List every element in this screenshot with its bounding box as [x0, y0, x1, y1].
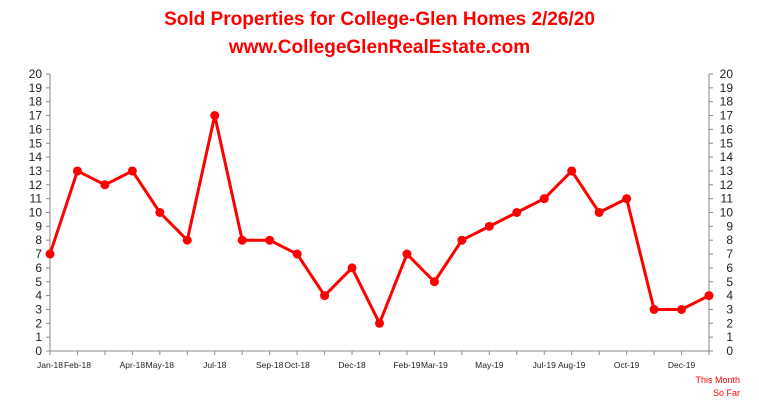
y-tick-label-left: 10 — [29, 206, 43, 220]
y-tick-label-left: 13 — [29, 164, 43, 178]
y-tick-label-right: 2 — [726, 316, 733, 330]
y-tick-label-right: 8 — [726, 233, 733, 247]
y-tick-label-left: 1 — [35, 330, 42, 344]
y-tick-label-right: 17 — [720, 109, 734, 123]
y-tick-label-left: 11 — [30, 192, 43, 206]
data-point — [237, 235, 247, 245]
y-tick-label-right: 16 — [720, 122, 734, 136]
data-point — [457, 235, 467, 245]
data-point — [100, 180, 110, 190]
y-tick-label-left: 16 — [29, 122, 43, 136]
y-tick-label-right: 18 — [720, 95, 734, 109]
data-point — [182, 235, 192, 245]
y-tick-label-left: 17 — [29, 109, 43, 123]
y-tick-label-left: 8 — [35, 233, 42, 247]
y-tick-label-right: 9 — [726, 219, 733, 233]
data-point — [375, 318, 384, 328]
y-tick-label-right: 7 — [726, 247, 733, 261]
data-point — [320, 291, 330, 301]
x-tick-label: Jul-19 — [533, 360, 556, 370]
series-line — [48, 114, 710, 325]
x-tick-label: Mar-19 — [421, 360, 448, 370]
data-point — [594, 208, 604, 217]
y-tick-label-left: 12 — [29, 178, 43, 192]
data-point — [155, 208, 165, 217]
y-tick-label-left: 18 — [29, 95, 43, 109]
x-tick-label: Dec-19 — [668, 360, 696, 370]
data-point — [622, 194, 632, 204]
y-tick-label-right: 5 — [726, 275, 733, 289]
x-tick-label: Jul-18 — [203, 360, 226, 370]
y-tick-label-right: 15 — [720, 136, 734, 150]
y-tick-label-right: 11 — [721, 192, 734, 206]
y-tick-label-right: 14 — [720, 150, 734, 164]
data-point — [539, 194, 549, 204]
chart-title: Sold Properties for College-Glen Homes 2… — [164, 9, 595, 30]
y-tick-label-left: 20 — [29, 67, 43, 81]
data-point — [649, 304, 659, 314]
data-point — [484, 221, 494, 231]
x-tick-label: Dec-18 — [338, 360, 366, 370]
y-tick-label-left: 4 — [35, 289, 42, 303]
chart-subtitle: www.CollegeGlenRealEstate.com — [228, 37, 531, 58]
y-tick-label-left: 7 — [35, 247, 42, 261]
y-tick-label-left: 14 — [29, 150, 43, 164]
data-point — [45, 249, 55, 259]
x-tick-label: Apr-18 — [120, 360, 146, 370]
data-point — [677, 304, 687, 314]
data-point — [127, 166, 137, 176]
y-tick-label-right: 20 — [720, 67, 734, 81]
this-month-note: This Month So Far — [660, 374, 740, 400]
x-tick-label: May-18 — [146, 360, 175, 370]
data-point — [402, 249, 412, 259]
data-point — [429, 277, 439, 287]
x-tick-label: May-19 — [475, 360, 504, 370]
y-tick-label-left: 3 — [35, 302, 42, 316]
x-tick-label: Feb-18 — [64, 360, 91, 370]
data-point — [512, 208, 522, 217]
y-tick-label-right: 19 — [720, 81, 734, 95]
data-point — [704, 291, 714, 301]
annotation-line-2: So Far — [712, 388, 740, 398]
y-tick-label-left: 6 — [35, 261, 42, 275]
y-tick-label-left: 9 — [35, 219, 42, 233]
y-tick-label-left: 2 — [35, 316, 42, 330]
y-tick-label-right: 13 — [720, 164, 734, 178]
data-point — [210, 111, 220, 121]
x-tick-label: Oct-18 — [284, 360, 310, 370]
y-tick-label-right: 6 — [726, 261, 733, 275]
y-tick-label-right: 10 — [720, 206, 734, 220]
y-tick-label-right: 1 — [726, 330, 733, 344]
data-point — [347, 263, 357, 273]
data-point — [292, 249, 302, 259]
data-point — [567, 166, 577, 176]
y-tick-label-left: 0 — [35, 344, 42, 358]
x-tick-label: Feb-19 — [393, 360, 420, 370]
y-tick-label-left: 5 — [35, 275, 42, 289]
x-tick-label: Jan-18 — [37, 360, 63, 370]
x-tick-label: Sep-18 — [256, 360, 284, 370]
data-point — [72, 166, 82, 176]
x-tick-label: Aug-19 — [558, 360, 586, 370]
data-point — [265, 235, 275, 245]
x-tick-label: Oct-19 — [614, 360, 640, 370]
annotation-line-1: This Month — [695, 375, 740, 385]
y-tick-label-right: 4 — [726, 289, 733, 303]
y-tick-label-left: 19 — [29, 81, 43, 95]
y-tick-label-right: 3 — [726, 302, 733, 316]
y-tick-label-left: 15 — [29, 136, 43, 150]
y-tick-label-right: 0 — [726, 344, 733, 358]
y-tick-label-right: 12 — [720, 178, 734, 192]
